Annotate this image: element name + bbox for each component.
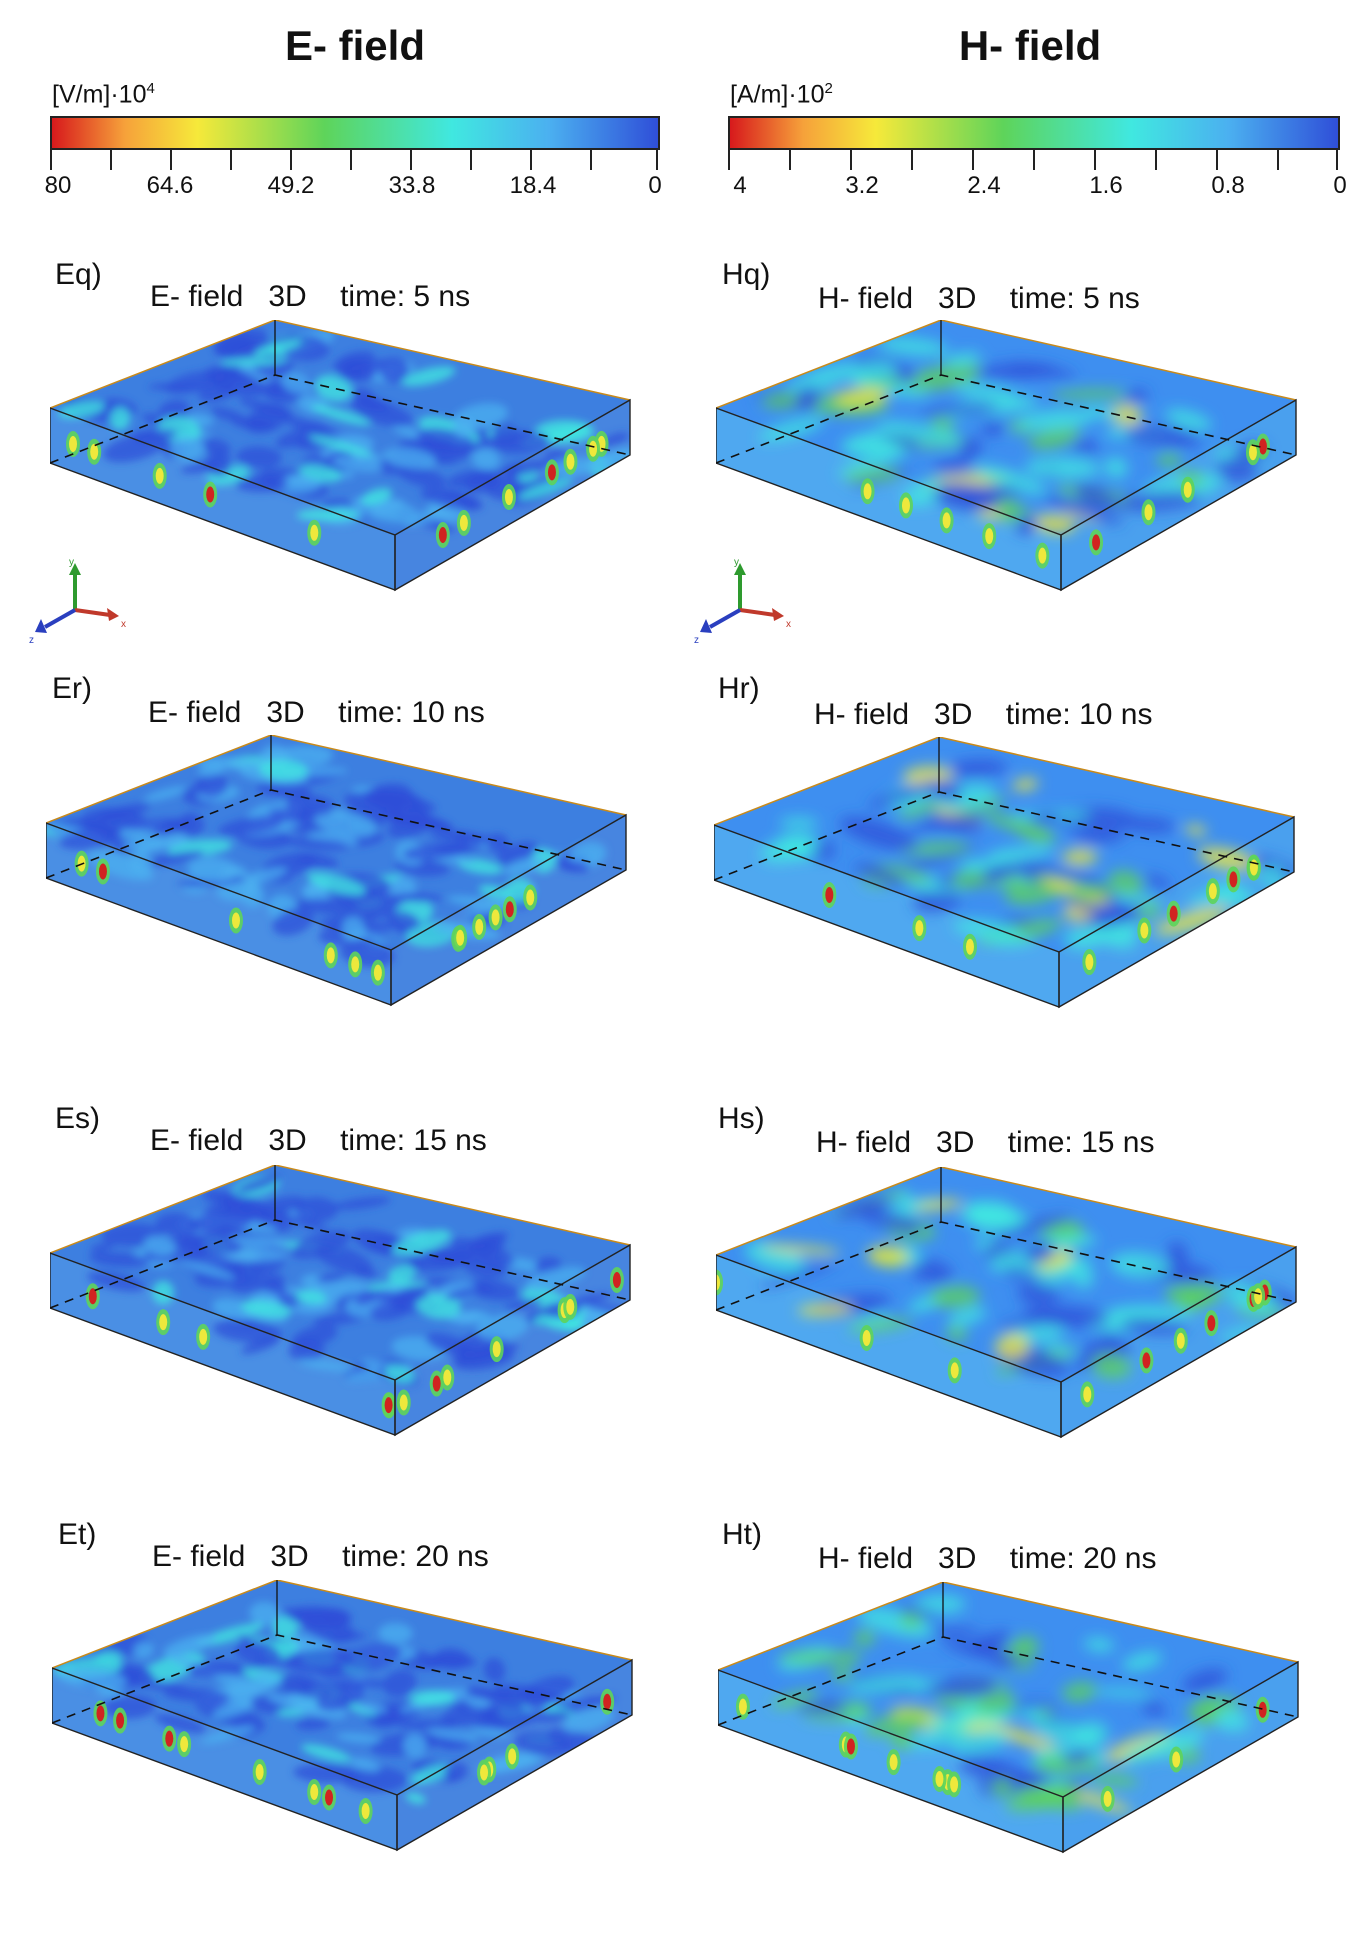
svg-text:z: z <box>29 635 34 645</box>
h-colorbar-unit: [A/m]·102 <box>730 80 833 109</box>
e-tick-label: 64.6 <box>146 172 194 199</box>
e-tick-mark <box>110 150 112 170</box>
e-field-title: E- field <box>284 22 425 69</box>
e-tick-label: 33.8 <box>388 172 436 199</box>
field-slab-eq <box>50 320 631 592</box>
field-slab-er <box>46 735 627 1007</box>
panel-title-ht: H- field 3D time: 20 ns <box>818 1542 1157 1575</box>
e-tick-mark <box>230 150 232 170</box>
axes-triad-icon: y x z <box>29 557 126 645</box>
h-field-title: H- field <box>958 22 1102 69</box>
panel-label-ht: Ht) <box>722 1518 762 1551</box>
e-tick-label: 49.2 <box>267 172 315 199</box>
svg-text:y: y <box>69 557 74 568</box>
h-tick-label: 0 <box>1333 172 1347 199</box>
panel-label-et: Et) <box>58 1518 97 1551</box>
panel-title-er: E- field 3D time: 10 ns <box>148 696 485 729</box>
h-tick-mark <box>728 150 730 170</box>
h-tick-mark <box>789 150 791 170</box>
e-tick-mark <box>170 150 172 170</box>
h-tick-mark <box>1216 150 1218 170</box>
h-tick-mark <box>1033 150 1035 170</box>
panel-label-hq: Hq) <box>722 258 771 291</box>
e-tick-mark <box>350 150 352 170</box>
panel-title-hs: H- field 3D time: 15 ns <box>816 1126 1155 1159</box>
field-slab-hq <box>716 320 1297 592</box>
h-colorbar <box>728 116 1340 150</box>
field-slab-hr <box>714 737 1295 1009</box>
field-slab-es <box>50 1165 631 1437</box>
e-tick-mark <box>590 150 592 170</box>
e-tick-mark <box>410 150 412 170</box>
e-colorbar <box>50 116 660 150</box>
h-tick-mark <box>911 150 913 170</box>
e-tick-label: 80 <box>44 172 72 199</box>
h-colorbar-ticks <box>728 150 1340 170</box>
field-slab-ht <box>718 1582 1299 1854</box>
h-tick-label: 3.2 <box>845 172 879 199</box>
h-tick-mark <box>1277 150 1279 170</box>
e-tick-label: 18.4 <box>509 172 557 199</box>
e-tick-mark <box>656 150 658 170</box>
e-tick-mark <box>530 150 532 170</box>
panel-label-eq: Eq) <box>55 258 102 291</box>
svg-text:z: z <box>694 635 699 645</box>
h-tick-label: 0.8 <box>1211 172 1245 199</box>
panel-label-es: Es) <box>55 1102 100 1135</box>
h-tick-mark <box>972 150 974 170</box>
panel-label-er: Er) <box>52 672 92 705</box>
panel-title-hq: H- field 3D time: 5 ns <box>818 282 1140 315</box>
svg-text:x: x <box>121 619 126 630</box>
panel-title-eq: E- field 3D time: 5 ns <box>150 280 471 313</box>
svg-text:x: x <box>786 619 791 630</box>
panel-label-hr: Hr) <box>718 672 760 705</box>
e-tick-mark <box>470 150 472 170</box>
h-tick-label: 1.6 <box>1089 172 1123 199</box>
panel-title-et: E- field 3D time: 20 ns <box>152 1540 489 1573</box>
e-tick-label: 0 <box>648 172 662 199</box>
h-tick-mark <box>850 150 852 170</box>
h-tick-mark <box>1336 150 1338 170</box>
axes-triad-icon: y x z <box>694 557 791 645</box>
svg-text:y: y <box>734 557 739 568</box>
h-tick-label: 2.4 <box>967 172 1001 199</box>
field-slab-et <box>52 1580 633 1852</box>
e-colorbar-ticks <box>50 150 660 170</box>
e-tick-mark <box>50 150 52 170</box>
e-tick-mark <box>290 150 292 170</box>
e-colorbar-unit: [V/m]·104 <box>52 80 155 109</box>
panel-title-es: E- field 3D time: 15 ns <box>150 1124 487 1157</box>
field-slab-hs <box>716 1167 1297 1439</box>
h-tick-mark <box>1155 150 1157 170</box>
h-tick-mark <box>1094 150 1096 170</box>
panel-title-hr: H- field 3D time: 10 ns <box>814 698 1153 731</box>
h-tick-label: 4 <box>733 172 747 199</box>
panel-label-hs: Hs) <box>718 1102 765 1135</box>
